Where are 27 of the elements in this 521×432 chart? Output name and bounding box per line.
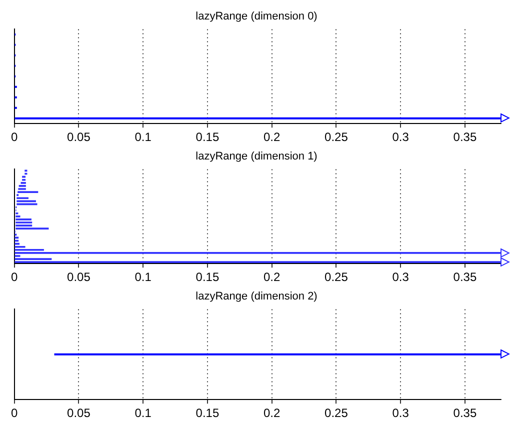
x-tick-label: 0.35 (453, 130, 477, 144)
chart-title: lazyRange (dimension 1) (196, 150, 318, 163)
x-tick-label: 0.15 (196, 130, 220, 144)
x-tick-label: 0.25 (324, 130, 348, 144)
x-tick-label: 0.2 (263, 270, 280, 284)
x-tick-label: 0.2 (263, 130, 280, 144)
x-tick-label: 0.3 (392, 406, 410, 420)
chart-title: lazyRange (dimension 2) (196, 290, 318, 303)
x-tick-label: 0.15 (196, 270, 220, 284)
x-tick-label: 0.2 (263, 406, 280, 420)
x-tick-label: 0.15 (196, 406, 220, 420)
x-tick-label: 0.25 (324, 270, 348, 284)
x-tick-label: 0.25 (324, 406, 348, 420)
x-tick-label: 0.1 (134, 270, 152, 284)
x-tick-label: 0.3 (392, 270, 410, 284)
x-tick-label: 0.05 (67, 406, 91, 420)
x-tick-label: 0.3 (392, 130, 410, 144)
x-tick-label: 0 (10, 130, 18, 144)
x-tick-label: 0.05 (67, 270, 91, 284)
x-tick-label: 0.05 (67, 130, 91, 144)
x-tick-label: 0 (10, 270, 18, 284)
x-tick-label: 0.35 (453, 270, 477, 284)
x-tick-label: 0.1 (134, 406, 152, 420)
chart-title: lazyRange (dimension 0) (196, 10, 318, 23)
x-tick-label: 0.35 (453, 406, 477, 420)
x-tick-label: 0.1 (134, 130, 152, 144)
x-tick-label: 0 (10, 406, 18, 420)
